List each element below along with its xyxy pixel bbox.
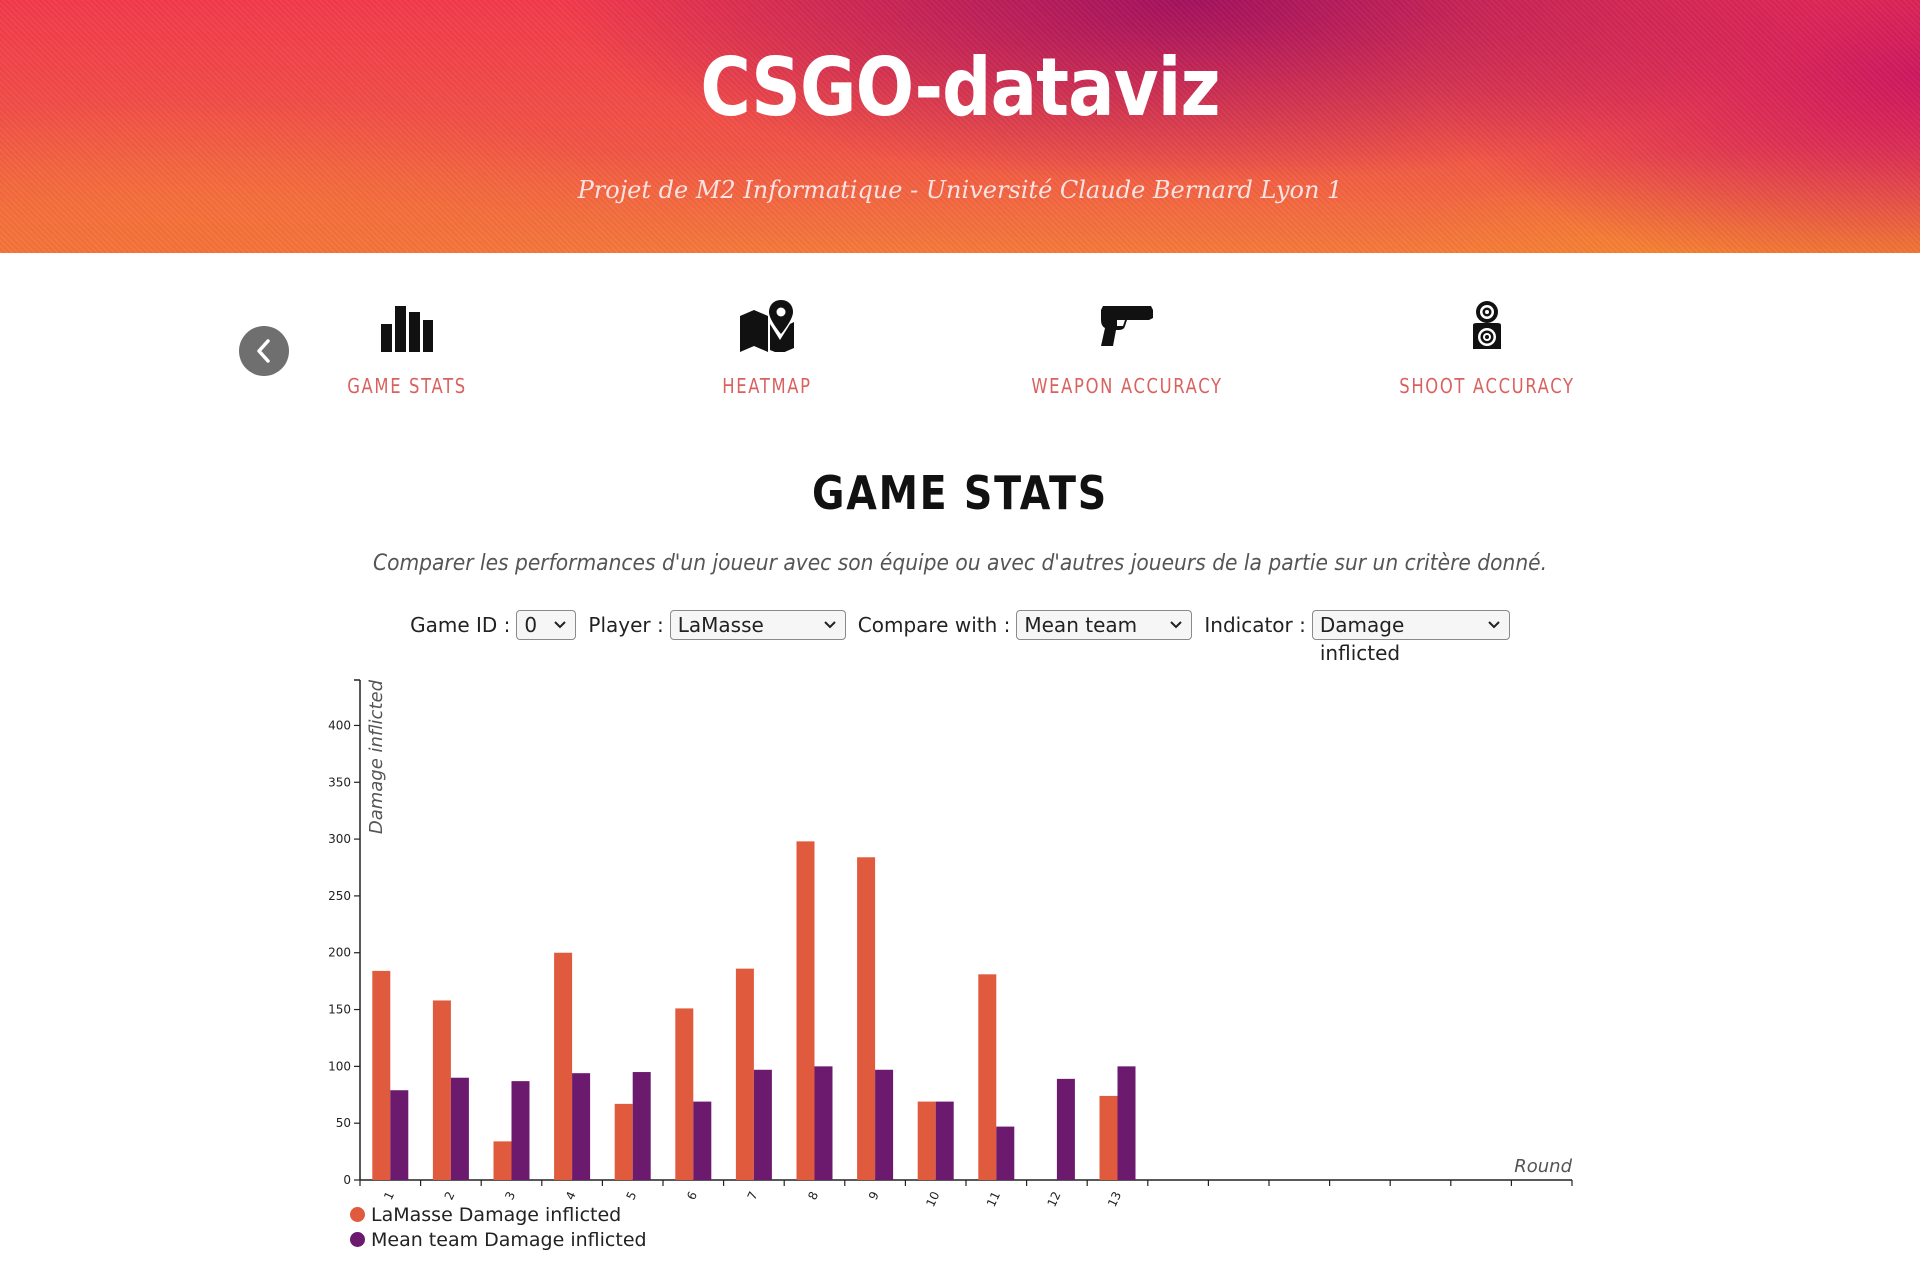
bar-compare: [693, 1101, 712, 1180]
bar-compare: [1056, 1078, 1075, 1180]
bar-compare: [511, 1081, 530, 1180]
x-tick-label: 12: [1044, 1189, 1063, 1209]
x-tick-label: 10: [923, 1189, 942, 1209]
y-tick-label: 150: [328, 1003, 351, 1017]
bar-compare: [996, 1126, 1015, 1180]
chevron-down-icon: [1170, 621, 1183, 629]
x-tick-label: 5: [624, 1189, 640, 1202]
legend-entry-player: LaMasse Damage inflicted: [350, 1202, 647, 1227]
x-tick-label: 11: [984, 1189, 1003, 1209]
y-tick-label: 250: [328, 889, 351, 903]
x-tick-label: 8: [805, 1189, 821, 1202]
y-tick-label: 100: [328, 1059, 351, 1073]
nav-heatmap[interactable]: HEATMAP: [617, 296, 917, 398]
chevron-down-icon: [554, 621, 567, 629]
bar-player: [554, 952, 573, 1180]
nav-label-game-stats: GAME STATS: [347, 374, 467, 398]
chart-legend: LaMasse Damage inflicted Mean team Damag…: [350, 1202, 647, 1252]
y-tick-label: 200: [328, 946, 351, 960]
legend-entry-compare: Mean team Damage inflicted: [350, 1227, 647, 1252]
nav-label-weapon-accuracy: WEAPON ACCURACY: [1031, 374, 1223, 398]
bar-compare: [632, 1072, 651, 1180]
bar-player: [614, 1103, 633, 1180]
bar-player: [493, 1141, 512, 1180]
x-tick-label: 1: [381, 1189, 397, 1202]
player-value: LaMasse: [677, 613, 764, 637]
bar-player: [735, 968, 754, 1180]
bar-compare: [753, 1069, 772, 1180]
nav-shoot-accuracy[interactable]: SHOOT ACCURACY: [1337, 296, 1637, 398]
nav-weapon-accuracy[interactable]: WEAPON ACCURACY: [977, 296, 1277, 398]
section-description: Comparer les performances d'un joueur av…: [372, 551, 1548, 576]
bar-chart-icon: [381, 306, 433, 352]
nav-game-stats[interactable]: GAME STATS: [257, 296, 557, 398]
site-subtitle: Projet de M2 Informatique - Université C…: [577, 176, 1343, 204]
bar-player: [917, 1101, 936, 1180]
player-label: Player :: [588, 613, 664, 637]
y-axis-title: Damage inflicted: [366, 679, 387, 834]
player-select[interactable]: LaMasse: [669, 610, 846, 640]
bar-player: [857, 857, 876, 1180]
indicator-value: Damage inflicted: [1319, 613, 1405, 665]
chart-controls: Game ID : 0 Player : LaMasse Compare wit…: [0, 610, 1920, 665]
legend-dot-player: [350, 1207, 365, 1222]
bar-compare: [814, 1066, 833, 1180]
y-tick-label: 350: [328, 775, 351, 789]
y-tick-label: 400: [328, 718, 351, 732]
hero-banner: CSGO-dataviz Projet de M2 Informatique -…: [0, 0, 1920, 253]
bar-compare: [390, 1090, 409, 1180]
bar-compare: [935, 1101, 954, 1180]
nav-label-shoot-accuracy: SHOOT ACCURACY: [1399, 374, 1575, 398]
compare-select[interactable]: Mean team: [1016, 610, 1193, 640]
game-id-select[interactable]: 0: [516, 610, 577, 640]
chevron-down-icon: [1488, 621, 1500, 629]
nav-label-heatmap: HEATMAP: [722, 374, 812, 398]
indicator-select[interactable]: Damage inflicted: [1311, 610, 1510, 665]
x-tick-label: 3: [502, 1189, 518, 1202]
y-tick-label: 0: [343, 1173, 351, 1187]
site-title: CSGO-dataviz: [700, 41, 1220, 134]
pistol-icon: [1101, 306, 1153, 346]
x-tick-label: 9: [866, 1189, 882, 1202]
compare-label: Compare with :: [857, 613, 1011, 637]
prev-arrow-button[interactable]: [239, 326, 289, 376]
x-tick-label: 13: [1105, 1189, 1124, 1209]
y-tick-label: 50: [336, 1116, 351, 1130]
bar-player: [1099, 1095, 1118, 1180]
bar-compare: [1117, 1066, 1136, 1180]
section-title: GAME STATS: [812, 466, 1108, 520]
y-tick-label: 300: [328, 832, 351, 846]
bar-compare: [572, 1073, 591, 1180]
bar-player: [978, 974, 997, 1180]
map-pin-icon: [740, 300, 794, 352]
target-icon: [1473, 301, 1501, 349]
chevron-down-icon: [824, 621, 836, 629]
chevron-left-icon: [257, 339, 270, 363]
x-tick-label: 7: [745, 1189, 761, 1202]
bar-player: [372, 970, 391, 1180]
game-id-label: Game ID :: [410, 613, 511, 637]
bar-player: [796, 841, 815, 1180]
bar-compare: [875, 1069, 894, 1180]
legend-label-player: LaMasse Damage inflicted: [371, 1203, 622, 1226]
x-tick-label: 4: [563, 1189, 579, 1202]
bar-player: [432, 1000, 451, 1180]
indicator-label: Indicator :: [1204, 613, 1306, 637]
x-axis-title: Round: [1514, 1156, 1572, 1177]
legend-label-compare: Mean team Damage inflicted: [371, 1228, 647, 1251]
bar-compare: [450, 1077, 469, 1180]
compare-value: Mean team: [1024, 613, 1138, 637]
x-tick-label: 6: [684, 1189, 700, 1202]
legend-dot-compare: [350, 1232, 365, 1247]
bar-player: [675, 1008, 694, 1180]
game-id-value: 0: [524, 613, 538, 637]
x-tick-label: 2: [442, 1189, 458, 1202]
